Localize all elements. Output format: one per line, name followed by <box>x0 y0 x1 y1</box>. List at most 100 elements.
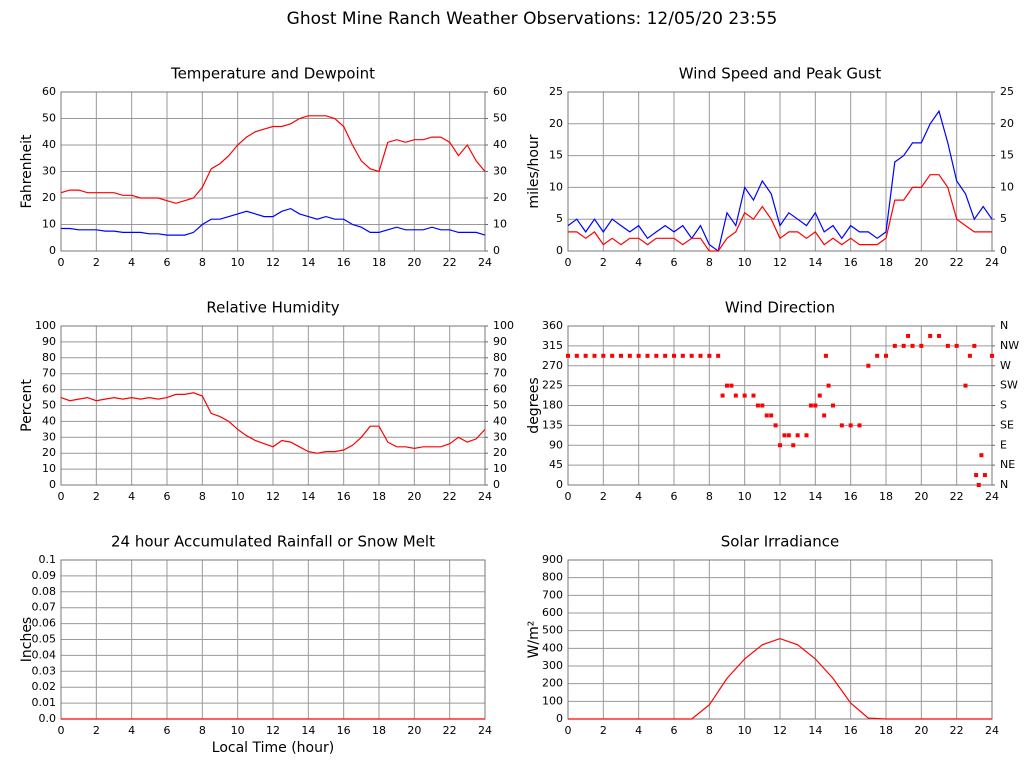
x-tick-label: 16 <box>844 490 858 503</box>
y2-tick-label: 60 <box>493 383 507 396</box>
y2-tick-label: 30 <box>493 165 507 178</box>
x-tick-label: 0 <box>58 724 65 737</box>
x-tick-label: 14 <box>808 724 822 737</box>
point <box>733 393 738 398</box>
y2-tick-label: NW <box>1000 339 1019 352</box>
y-tick-label: 0 <box>556 478 563 491</box>
x-tick-label: 2 <box>93 256 100 269</box>
point <box>689 353 694 358</box>
point <box>764 413 769 418</box>
x-tick-label: 10 <box>738 256 752 269</box>
y-tick-label: 20 <box>42 446 56 459</box>
x-tick-label: 8 <box>199 724 206 737</box>
y-tick-label: 800 <box>542 571 563 584</box>
x-tick-label: 2 <box>600 256 607 269</box>
point <box>979 453 984 458</box>
point <box>716 353 721 358</box>
point <box>636 353 641 358</box>
x-tick-label: 16 <box>337 256 351 269</box>
x-tick-label: 0 <box>565 724 572 737</box>
point <box>813 403 818 408</box>
y2-tick-label: 20 <box>1000 117 1014 130</box>
x-tick-label: 10 <box>231 490 245 503</box>
x-tick-label: 18 <box>372 724 386 737</box>
y-axis-label: Fahrenheit <box>19 134 35 209</box>
y-tick-label: 600 <box>542 606 563 619</box>
chart-title: Solar Irradiance <box>721 533 840 551</box>
point <box>778 443 782 448</box>
x-tick-label: 6 <box>164 490 171 503</box>
x-tick-label: 24 <box>478 724 492 737</box>
plot-border <box>60 325 486 486</box>
x-tick-label: 22 <box>443 724 457 737</box>
x-tick-label: 12 <box>773 490 787 503</box>
point <box>982 473 987 478</box>
y2-tick-label: 10 <box>493 218 507 231</box>
x-tick-label: 10 <box>231 256 245 269</box>
x-tick-label: 16 <box>337 724 351 737</box>
y2-tick-label: 40 <box>493 138 507 151</box>
x-tick-label: 20 <box>914 724 928 737</box>
y-tick-label: 300 <box>542 659 563 672</box>
point <box>680 353 685 358</box>
point <box>963 383 968 388</box>
y2-tick-label: 15 <box>1000 149 1014 162</box>
y2-tick-label: 50 <box>493 399 507 412</box>
x-tick-label: 22 <box>443 490 457 503</box>
y-tick-label: 10 <box>42 462 56 475</box>
y-tick-label: 5 <box>556 212 563 225</box>
x-tick-label: 14 <box>301 256 315 269</box>
y2-tick-label: SW <box>1000 379 1018 392</box>
point <box>976 483 981 487</box>
y-tick-label: 0 <box>49 478 56 491</box>
point <box>954 343 959 348</box>
x-tick-label: 4 <box>635 256 642 269</box>
y-tick-label: 25 <box>549 85 563 98</box>
point <box>795 433 800 438</box>
chart-title: Temperature and Dewpoint <box>170 65 375 83</box>
y-tick-label: 50 <box>42 399 56 412</box>
y-axis-label: Percent <box>19 379 35 432</box>
point <box>839 423 844 428</box>
x-tick-label: 14 <box>808 256 822 269</box>
y-tick-label: 0 <box>556 244 563 257</box>
y-tick-label: 0.0 <box>39 712 57 725</box>
y-tick-label: 500 <box>542 624 563 637</box>
point <box>786 433 791 438</box>
point <box>919 343 924 348</box>
y-tick-label: 40 <box>42 138 56 151</box>
x-tick-label: 18 <box>879 256 893 269</box>
y2-tick-label: 80 <box>493 351 507 364</box>
x-tick-label: 24 <box>478 490 492 503</box>
y2-tick-label: S <box>1000 399 1007 412</box>
x-tick-label: 22 <box>950 724 964 737</box>
y-tick-label: 900 <box>542 553 563 566</box>
x-tick-label: 16 <box>844 724 858 737</box>
x-tick-label: 20 <box>914 256 928 269</box>
point <box>663 353 668 358</box>
y-tick-label: 360 <box>542 319 563 332</box>
point <box>742 393 747 398</box>
point <box>822 413 827 418</box>
x-tick-label: 2 <box>600 724 607 737</box>
y2-tick-label: 25 <box>1000 85 1014 98</box>
series-line <box>61 207 486 236</box>
point <box>945 343 950 348</box>
x-tick-label: 6 <box>671 724 678 737</box>
y-axis-label: W/m² <box>526 621 542 659</box>
x-tick-label: 12 <box>773 256 787 269</box>
x-tick-label: 12 <box>773 724 787 737</box>
point <box>848 423 853 428</box>
x-tick-label: 24 <box>985 724 999 737</box>
point <box>826 383 831 388</box>
series-line <box>568 637 992 720</box>
point <box>645 353 650 358</box>
y-tick-label: 0.08 <box>32 585 57 598</box>
point <box>808 403 813 408</box>
y2-tick-label: N <box>1000 319 1008 332</box>
y-tick-label: 0.06 <box>32 617 57 630</box>
x-tick-label: 8 <box>706 724 713 737</box>
y-tick-label: 0.07 <box>32 601 57 614</box>
y2-tick-label: 50 <box>493 112 507 125</box>
